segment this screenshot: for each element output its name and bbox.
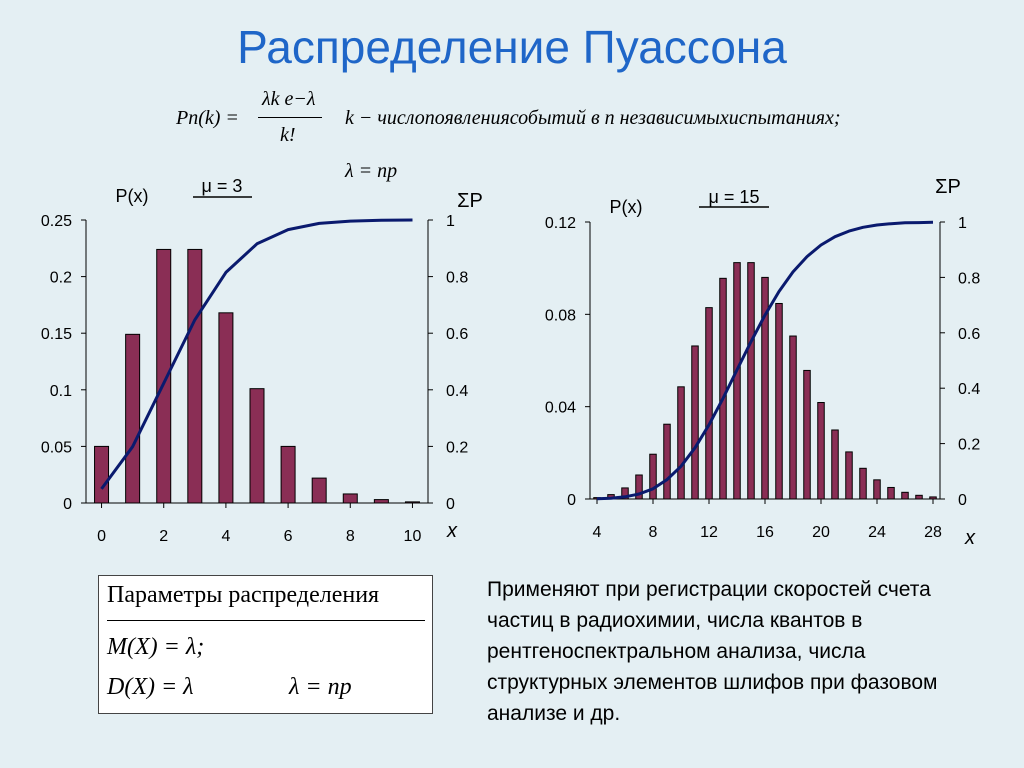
params-box: Параметры распределения M(X) = λ; D(X) =… xyxy=(98,575,433,714)
formula-denominator: k! xyxy=(280,124,296,146)
chart2-bar xyxy=(733,262,741,500)
chart2-bar xyxy=(845,451,853,500)
chart2-bar xyxy=(873,479,881,500)
chart2-x-tick-label: 20 xyxy=(812,524,830,541)
chart1-bar xyxy=(187,248,203,504)
chart1-bar xyxy=(94,445,110,504)
chart1-y-tick-label: 0.15 xyxy=(41,326,72,343)
chart2-y2-tick-label: 0.8 xyxy=(958,270,980,287)
chart2-x-axis-label: x xyxy=(964,527,976,549)
fraction-bar xyxy=(258,117,322,118)
chart1-y2-tick-label: 0.6 xyxy=(446,326,468,343)
chart1-y-axis-label: P(x) xyxy=(116,186,149,206)
chart1-y-tick-label: 0.2 xyxy=(50,270,72,287)
params-mean: M(X) = λ; xyxy=(107,634,205,660)
chart2-y2-tick-label: 0.2 xyxy=(958,437,980,454)
chart2-y2-tick-label: 0.4 xyxy=(958,381,980,398)
chart1-bar xyxy=(218,312,234,504)
chart2-bar xyxy=(677,386,685,500)
chart2-bar xyxy=(831,429,839,500)
chart1-bar xyxy=(249,388,265,504)
chart1-y2-axis-label: ΣP xyxy=(457,190,483,212)
chart2-bar xyxy=(705,307,713,500)
chart2-bar xyxy=(789,335,797,500)
formula-lhs: Pn(k) = xyxy=(176,107,239,129)
chart2-y-tick-label: 0 xyxy=(567,492,576,509)
chart1-bar xyxy=(311,477,327,504)
params-header: Параметры распределения xyxy=(107,582,380,608)
description-text: Применяют при регистрации скоростей счет… xyxy=(487,578,938,725)
chart2-x-tick-label: 8 xyxy=(649,524,658,541)
chart2-x-tick-label: 24 xyxy=(868,524,886,541)
page-title: Распределение Пуассона xyxy=(237,21,787,73)
chart2-y2-tick-label: 0 xyxy=(958,492,967,509)
chart1-y-tick-label: 0.1 xyxy=(50,383,72,400)
chart2-y2-tick-label: 1 xyxy=(958,215,967,232)
chart1-annotation: μ = 3 xyxy=(202,176,243,196)
chart1-y-tick-label: 0.25 xyxy=(41,213,72,230)
chart2-x-tick-label: 28 xyxy=(924,524,942,541)
chart1-x-axis-label: x xyxy=(446,520,458,542)
chart2-bar xyxy=(887,486,895,500)
params-lambda: λ = np xyxy=(289,674,352,700)
chart2-y-tick-label: 0.04 xyxy=(545,400,576,417)
chart2-y-axis-label: P(x) xyxy=(610,197,643,217)
chart1-bar xyxy=(125,333,141,504)
chart2-x-tick-label: 4 xyxy=(593,524,602,541)
chart2-bar xyxy=(691,345,699,500)
chart2-bar xyxy=(901,491,909,500)
chart2-y2-axis-label: ΣP xyxy=(935,176,961,198)
formula-lambda: λ = np xyxy=(345,160,398,182)
chart1-y-tick-label: 0 xyxy=(63,496,72,513)
chart1-x-tick-label: 10 xyxy=(404,528,422,545)
chart1-y2-tick-label: 0.8 xyxy=(446,270,468,287)
chart1-y2-tick-label: 0.2 xyxy=(446,439,468,456)
params-divider xyxy=(107,620,425,621)
chart2-cumulative-line xyxy=(596,220,934,501)
chart1-x-tick-label: 4 xyxy=(221,528,230,545)
chart1-y2-tick-label: 0.4 xyxy=(446,383,468,400)
chart1-y-tick-label: 0.05 xyxy=(41,439,72,456)
chart2-bar xyxy=(663,423,671,500)
chart1-x-tick-label: 8 xyxy=(346,528,355,545)
params-variance: D(X) = λ xyxy=(107,674,194,700)
chart2-bar xyxy=(859,467,867,500)
chart1-cumulative-line xyxy=(100,218,413,490)
chart1-y2-tick-label: 1 xyxy=(446,213,455,230)
chart2-y-tick-label: 0.12 xyxy=(545,215,576,232)
chart2-x-tick-label: 16 xyxy=(756,524,774,541)
chart1-x-tick-label: 6 xyxy=(284,528,293,545)
chart2-bar xyxy=(747,262,755,500)
chart2-bar xyxy=(775,302,783,500)
chart1-x-tick-label: 2 xyxy=(159,528,168,545)
chart2-y2-tick-label: 0.6 xyxy=(958,326,980,343)
chart2-bar xyxy=(817,402,825,500)
chart2-bar xyxy=(803,369,811,500)
chart2-bar xyxy=(719,277,727,500)
chart1-bar xyxy=(373,499,389,504)
chart2-y-tick-label: 0.08 xyxy=(545,307,576,324)
chart2-bar xyxy=(915,494,923,500)
formula-k-description: k − числопоявлениясобытий в n независимы… xyxy=(345,107,841,129)
chart2-x-tick-label: 12 xyxy=(700,524,718,541)
chart2-annotation: μ = 15 xyxy=(709,187,760,207)
chart2-bar xyxy=(649,453,657,500)
chart1-bar xyxy=(342,493,358,504)
chart1-x-tick-label: 0 xyxy=(97,528,106,545)
formula-numerator: λk e−λ xyxy=(262,88,316,110)
chart1-bar xyxy=(280,445,296,504)
chart1-y2-tick-label: 0 xyxy=(446,496,455,513)
